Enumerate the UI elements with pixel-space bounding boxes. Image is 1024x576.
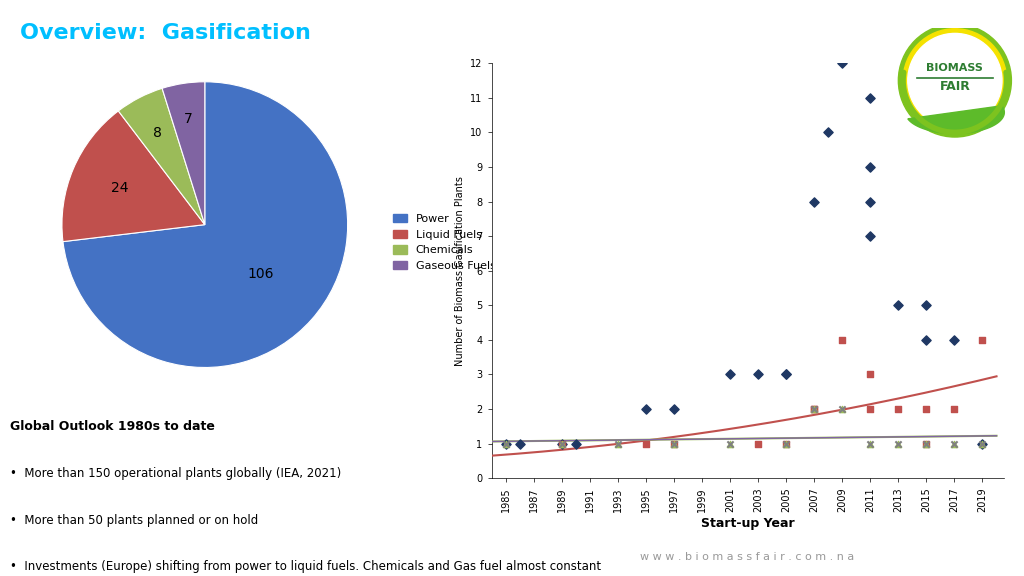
Gaseous Fules xyxy=(806,404,822,414)
Polygon shape xyxy=(908,106,1005,134)
Power xyxy=(974,439,990,448)
Chemicals xyxy=(609,439,626,448)
Gaseous Fules xyxy=(498,439,514,448)
Text: 7: 7 xyxy=(184,112,193,126)
X-axis label: Start-up Year: Start-up Year xyxy=(700,517,795,530)
Circle shape xyxy=(903,29,1007,132)
Text: •  Investments (Europe) shifting from power to liquid fuels. Chemicals and Gas f: • Investments (Europe) shifting from pow… xyxy=(10,560,601,574)
Liquid Fuels xyxy=(974,335,990,344)
Power xyxy=(778,370,795,379)
Wedge shape xyxy=(62,111,205,241)
Text: •  More than 150 operational plants globally (IEA, 2021): • More than 150 operational plants globa… xyxy=(10,467,341,480)
Text: BIOMASS: BIOMASS xyxy=(927,63,983,73)
Text: Overview:  Gasification: Overview: Gasification xyxy=(20,23,311,43)
Chemicals xyxy=(946,439,963,448)
Power xyxy=(638,404,654,414)
Power xyxy=(919,93,935,103)
Chemicals xyxy=(974,439,990,448)
Wedge shape xyxy=(162,82,205,225)
Gaseous Fules xyxy=(946,439,963,448)
Text: 24: 24 xyxy=(111,181,128,195)
Chemicals xyxy=(862,439,879,448)
Gaseous Fules xyxy=(862,439,879,448)
Power xyxy=(862,93,879,103)
Power xyxy=(820,128,837,137)
Power xyxy=(666,404,682,414)
Text: FAIR: FAIR xyxy=(939,80,971,93)
Liquid Fuels xyxy=(834,335,850,344)
Gaseous Fules xyxy=(834,404,850,414)
Text: 106: 106 xyxy=(247,267,273,281)
Gaseous Fules xyxy=(722,439,738,448)
Chemicals xyxy=(722,439,738,448)
Gaseous Fules xyxy=(974,439,990,448)
Gaseous Fules xyxy=(609,439,626,448)
Gaseous Fules xyxy=(919,439,935,448)
Gaseous Fules xyxy=(778,439,795,448)
Circle shape xyxy=(898,24,1012,137)
Gaseous Fules xyxy=(553,439,569,448)
Wedge shape xyxy=(119,88,205,225)
Text: •  More than 50 plants planned or on hold: • More than 50 plants planned or on hold xyxy=(10,514,258,527)
Liquid Fuels xyxy=(553,439,569,448)
Liquid Fuels xyxy=(638,439,654,448)
Power xyxy=(862,162,879,172)
Text: 8: 8 xyxy=(154,126,162,140)
Gaseous Fules xyxy=(666,439,682,448)
Y-axis label: Number of Biomass Gasification Plants: Number of Biomass Gasification Plants xyxy=(455,176,465,366)
Gaseous Fules xyxy=(890,439,906,448)
Liquid Fuels xyxy=(919,404,935,414)
Power xyxy=(862,232,879,241)
Chemicals xyxy=(834,404,850,414)
Power xyxy=(778,370,795,379)
Power xyxy=(890,301,906,310)
Liquid Fuels xyxy=(862,404,879,414)
Chemicals xyxy=(553,439,569,448)
Power xyxy=(806,197,822,206)
Power xyxy=(919,335,935,344)
Power xyxy=(946,335,963,344)
Text: w w w . b i o m a s s f a i r . c o m . n a: w w w . b i o m a s s f a i r . c o m . … xyxy=(640,552,855,562)
Liquid Fuels xyxy=(806,404,822,414)
Chemicals xyxy=(806,404,822,414)
Liquid Fuels xyxy=(862,370,879,379)
Chemicals xyxy=(778,439,795,448)
Power xyxy=(862,197,879,206)
Power xyxy=(498,439,514,448)
Legend: Power, Liquid Fuels, Chemicals, Gaseous Fuels: Power, Liquid Fuels, Chemicals, Gaseous … xyxy=(389,210,500,275)
Chemicals xyxy=(890,439,906,448)
Power xyxy=(919,301,935,310)
Chemicals xyxy=(919,439,935,448)
Text: Global Outlook 1980s to date: Global Outlook 1980s to date xyxy=(10,420,215,434)
Liquid Fuels xyxy=(778,439,795,448)
Liquid Fuels xyxy=(666,439,682,448)
Power xyxy=(553,439,569,448)
Liquid Fuels xyxy=(946,404,963,414)
Liquid Fuels xyxy=(890,404,906,414)
Liquid Fuels xyxy=(806,404,822,414)
Chemicals xyxy=(498,439,514,448)
Power xyxy=(834,59,850,68)
Circle shape xyxy=(907,33,1001,128)
Liquid Fuels xyxy=(919,439,935,448)
Power xyxy=(567,439,584,448)
Power xyxy=(750,370,766,379)
Chemicals xyxy=(666,439,682,448)
Wedge shape xyxy=(62,82,347,367)
Power xyxy=(511,439,527,448)
Power xyxy=(722,370,738,379)
Liquid Fuels xyxy=(750,439,766,448)
